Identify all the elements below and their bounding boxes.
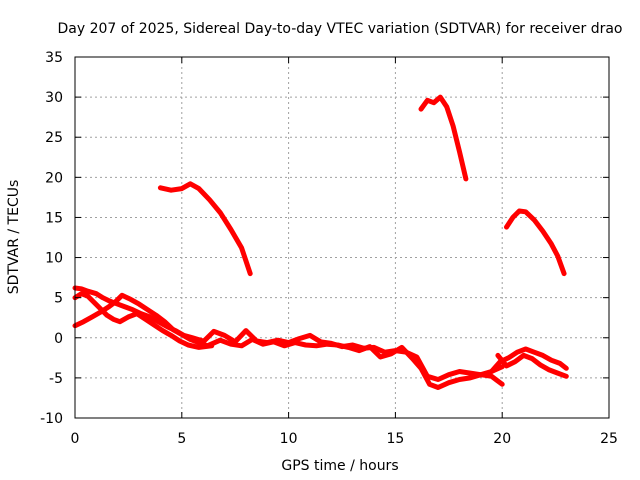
series-line-trace-b (72, 292, 210, 349)
y-axis-label: SDTVAR / TECUs (6, 180, 22, 295)
plot-frame (74, 56, 610, 419)
y-tick-label: -5 (49, 371, 63, 387)
x-tick-label: 15 (386, 431, 404, 447)
y-tick-label: 0 (54, 331, 63, 347)
y-tick-label: 25 (45, 130, 63, 146)
data-series-group (72, 94, 569, 390)
chart-title: Day 207 of 2025, Sidereal Day-to-day VTE… (57, 21, 622, 37)
y-tick-label: 15 (45, 210, 63, 226)
y-tick-label: 20 (45, 170, 63, 186)
x-ticks: 0 5 10 15 20 25 (71, 57, 618, 447)
series-line-trace-e (204, 336, 505, 390)
y-ticks: -10 -5 0 5 10 15 20 25 30 35 (40, 50, 609, 427)
series-line-arc-1 (157, 181, 253, 277)
gridlines (75, 57, 609, 418)
x-tick-label: 5 (177, 431, 186, 447)
x-tick-label: 20 (493, 431, 511, 447)
y-tick-label: 35 (45, 50, 63, 66)
x-axis-label: GPS time / hours (281, 458, 398, 474)
series-line-arc-3 (504, 208, 567, 277)
y-tick-label: 5 (54, 291, 63, 307)
series-line-arc-2 (418, 94, 469, 182)
y-tick-label: 10 (45, 251, 63, 267)
y-tick-label: -10 (40, 411, 63, 427)
series-line-trace-g (495, 352, 569, 379)
x-tick-label: 0 (71, 431, 80, 447)
y-tick-label: 30 (45, 90, 63, 106)
x-tick-label: 10 (280, 431, 298, 447)
series-line-trace-c (72, 291, 215, 350)
x-tick-label: 25 (600, 431, 618, 447)
